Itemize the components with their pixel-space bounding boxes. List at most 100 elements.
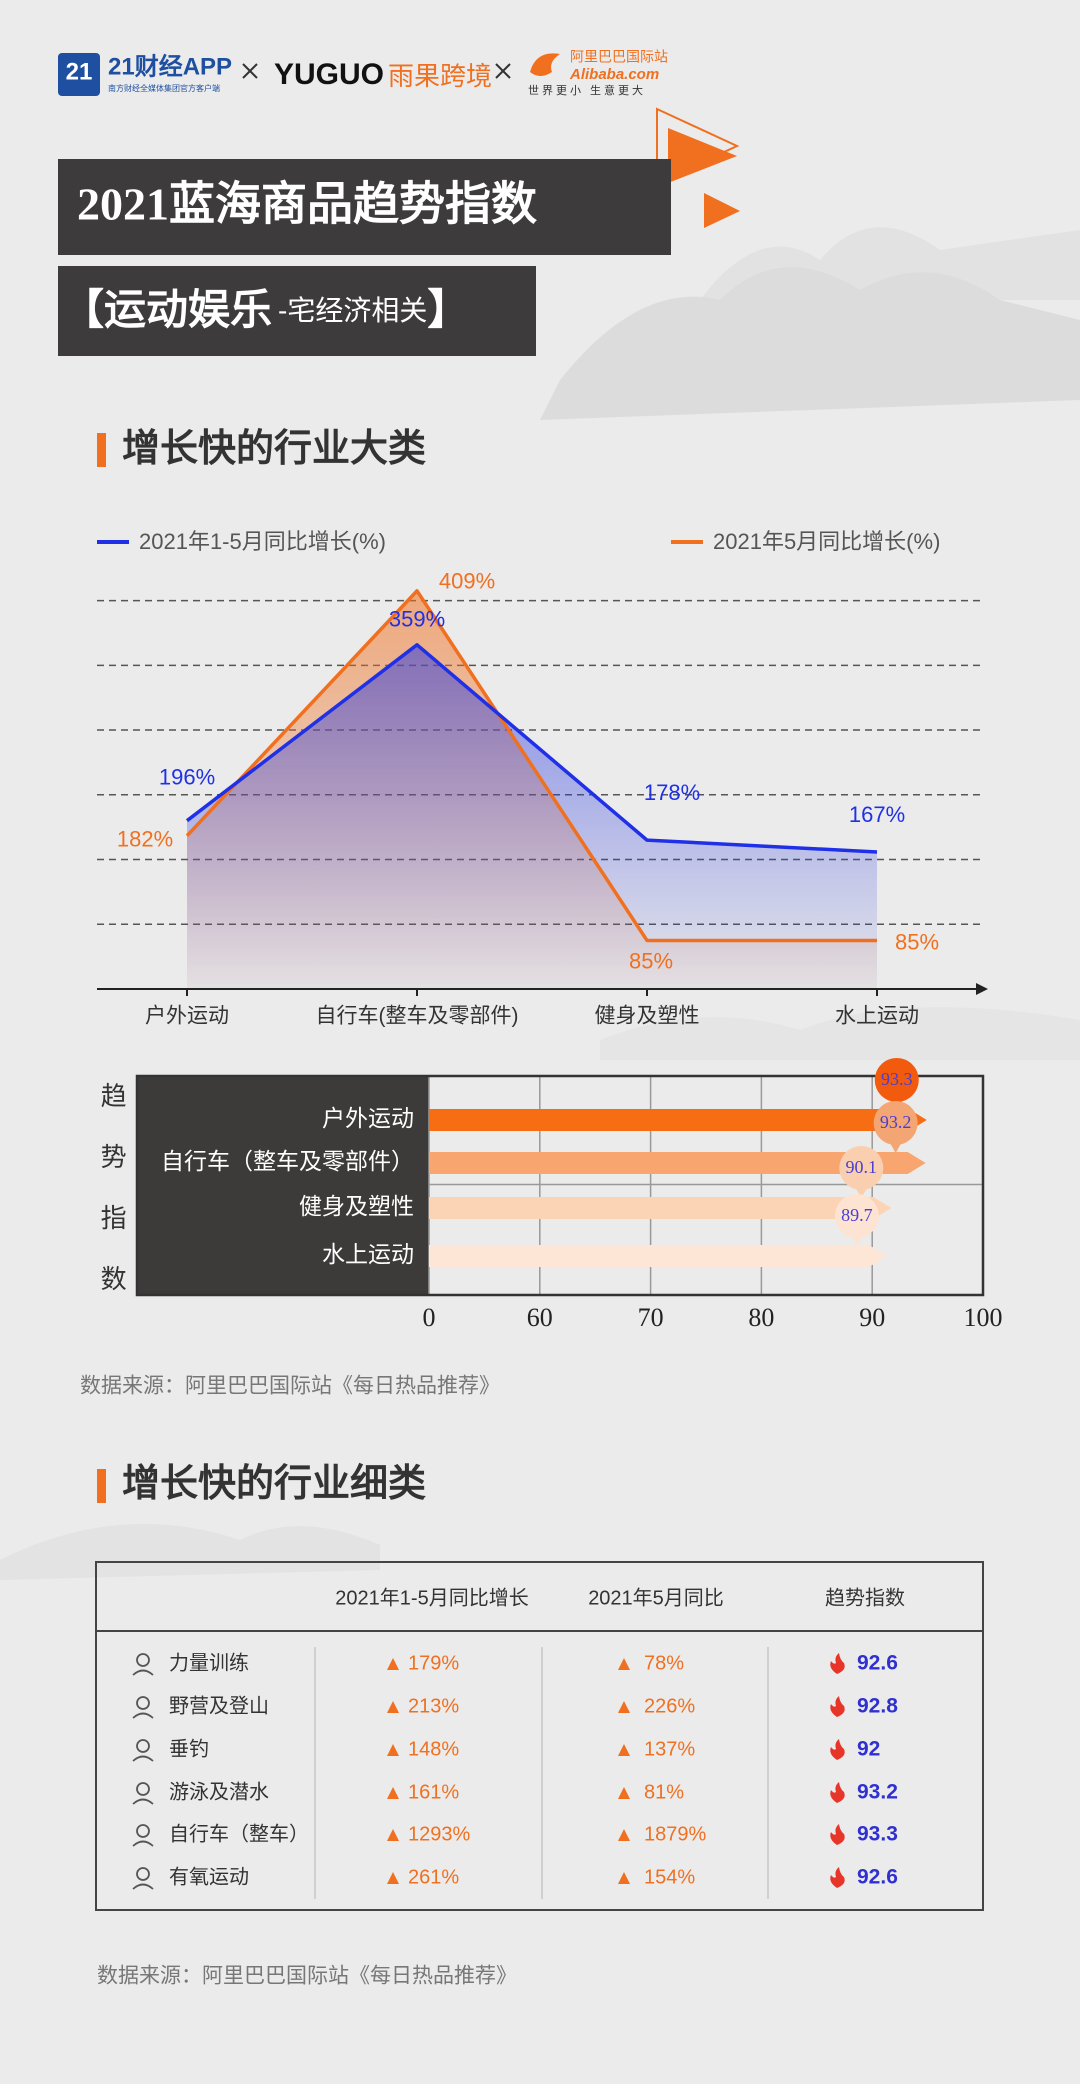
up-triangle — [618, 1829, 630, 1841]
category-label: 自行车（整车及零部件） — [161, 1148, 414, 1174]
bracket: 】 — [427, 286, 469, 333]
data-label: 196% — [159, 764, 215, 789]
label-bubble — [874, 1058, 919, 1102]
up-triangle — [618, 1872, 630, 1884]
row-label: 垂钓 — [169, 1737, 209, 1760]
row-label: 游泳及潜水 — [169, 1780, 269, 1803]
icon-part — [132, 1669, 154, 1676]
icon-part — [132, 1755, 154, 1762]
icon-part — [132, 1883, 154, 1890]
up-triangle — [618, 1658, 630, 1670]
subtitle-box — [58, 266, 536, 356]
category-label: 户外运动 — [322, 1105, 414, 1131]
row-icon — [132, 1782, 154, 1805]
flame-icon — [830, 1653, 845, 1674]
icon-part — [132, 1840, 154, 1847]
flame-icon — [830, 1782, 845, 1803]
partner-logo: YUGUO — [274, 58, 384, 91]
icon-part — [136, 1867, 150, 1881]
flame-icon — [830, 1739, 845, 1760]
growth-value: 81% — [644, 1781, 684, 1803]
icon-part — [132, 1712, 154, 1719]
bar — [429, 1245, 887, 1267]
data-label: 178% — [644, 780, 700, 805]
x-tick-label: 户外运动 — [145, 1005, 229, 1028]
icon-part — [136, 1782, 150, 1796]
mountains — [0, 227, 1080, 1580]
y-axis-label: 趋势指数 — [97, 1082, 127, 1326]
growth-value: 179% — [408, 1652, 459, 1674]
growth-value: 161% — [408, 1781, 459, 1803]
bracket: 【 — [62, 286, 104, 333]
label-bubble — [873, 1101, 918, 1145]
row-icon — [132, 1696, 154, 1719]
data-label: 359% — [389, 607, 445, 632]
row-label: 自行车（整车） — [169, 1822, 309, 1845]
partner-logo-cn: 雨果跨境 — [388, 61, 492, 91]
logo-mark: 21 — [66, 58, 93, 85]
row-label: 力量训练 — [169, 1651, 249, 1674]
logo-name: 21财经APP — [108, 52, 232, 80]
up-triangle — [387, 1829, 399, 1841]
x-tick-label: 健身及塑性 — [595, 1005, 700, 1028]
row-icon — [132, 1739, 154, 1762]
trend-index: 92.6 — [857, 1652, 898, 1675]
x-tick-label: 60 — [527, 1303, 553, 1332]
up-triangle — [618, 1744, 630, 1756]
x-tick-label: 0 — [423, 1303, 436, 1332]
trend-index: 92 — [857, 1738, 880, 1761]
row-icon — [132, 1824, 154, 1847]
heading-bar — [97, 1469, 106, 1503]
category-panel — [137, 1076, 429, 1295]
section-heading: 增长快的行业细类 — [122, 1463, 426, 1505]
column-header: 趋势指数 — [825, 1586, 905, 1609]
trend-index: 93.2 — [857, 1781, 898, 1804]
growth-value: 78% — [644, 1652, 684, 1674]
up-triangle — [387, 1787, 399, 1799]
value-label: 90.1 — [846, 1157, 878, 1177]
growth-value: 1879% — [644, 1823, 706, 1845]
legend-label: 2021年1-5月同比增长(%) — [139, 529, 386, 554]
row-icon — [132, 1653, 154, 1676]
row-label: 有氧运动 — [169, 1865, 249, 1888]
alibaba-icon — [530, 53, 560, 76]
icon-part — [136, 1739, 150, 1753]
logo-tagline: 南方财经全媒体集团官方客户端 — [108, 83, 220, 93]
subtitle-note: -宅经济相关 — [278, 295, 427, 326]
x-tick-label: 自行车(整车及零部件) — [316, 1005, 519, 1028]
value-label: 89.7 — [841, 1205, 873, 1225]
section-heading: 增长快的行业大类 — [122, 428, 426, 470]
plot-frame — [135, 1074, 985, 1297]
up-triangle — [387, 1658, 399, 1670]
arrow-decor — [704, 193, 740, 228]
icon-part — [132, 1798, 154, 1805]
growth-value: 1293% — [408, 1823, 470, 1845]
up-triangle — [618, 1787, 630, 1799]
value-label: 93.3 — [881, 1069, 913, 1089]
partner-logo: Alibaba.com — [569, 66, 659, 83]
up-triangle — [618, 1701, 630, 1713]
row-label: 野营及登山 — [169, 1694, 269, 1717]
title-box — [58, 159, 671, 255]
legend-label: 2021年5月同比增长(%) — [713, 529, 940, 554]
x-tick-label: 90 — [859, 1303, 885, 1332]
trend-index: 92.6 — [857, 1866, 898, 1889]
arrow-decor — [668, 128, 737, 183]
table-frame — [95, 1561, 984, 1911]
icon-part — [136, 1653, 150, 1667]
bar — [429, 1109, 927, 1131]
heading-bar — [97, 433, 106, 467]
growth-value: 154% — [644, 1866, 695, 1888]
data-label: 85% — [895, 929, 939, 954]
times-sign — [495, 63, 511, 79]
x-tick-label: 100 — [964, 1303, 1003, 1332]
flame-icon — [830, 1824, 845, 1845]
source-note: 数据来源：阿里巴巴国际站《每日热品推荐》 — [97, 1965, 517, 1988]
up-triangle — [387, 1744, 399, 1756]
trend-index: 93.3 — [857, 1823, 898, 1846]
line-series — [185, 589, 877, 943]
partner-logo-cn: 阿里巴巴国际站 — [570, 49, 668, 65]
subtitle-main: 运动娱乐 — [104, 286, 272, 333]
growth-value: 148% — [408, 1738, 459, 1760]
